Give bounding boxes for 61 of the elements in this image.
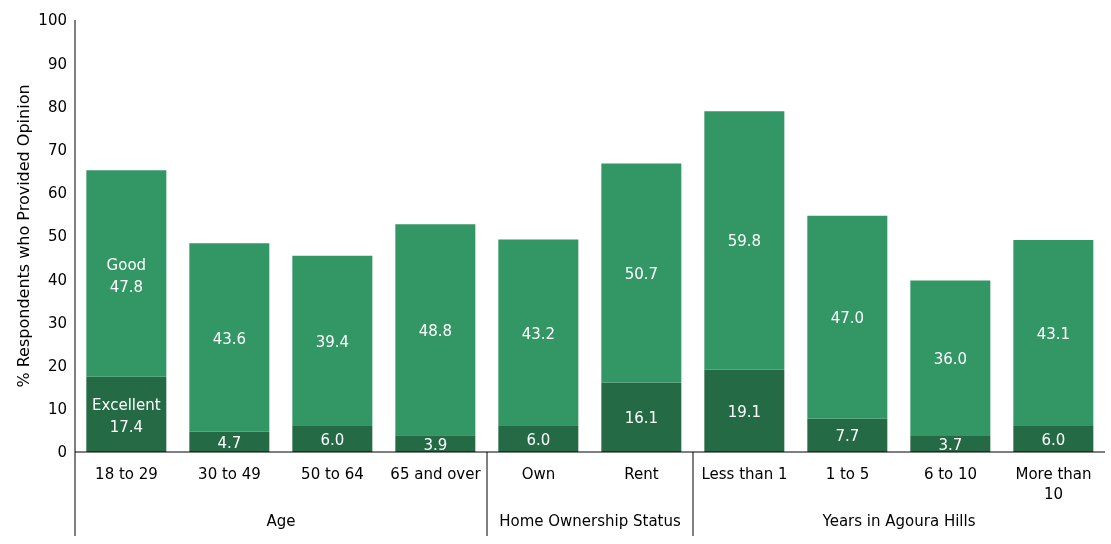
bar [189, 243, 270, 432]
bar [807, 418, 888, 452]
data-label: 47.8 [109, 277, 144, 296]
x-tick-label: More than 10 [1015, 464, 1092, 503]
bar [86, 170, 167, 377]
y-tick-label: 20 [47, 356, 67, 375]
bar [86, 376, 167, 452]
x-tick-label: 65 and over [390, 464, 482, 483]
x-tick-label: 1 to 5 [825, 464, 870, 483]
bar [910, 280, 991, 437]
y-tick-label: 30 [47, 313, 67, 332]
data-label: 19.1 [727, 402, 762, 421]
data-label: 3.7 [938, 436, 963, 455]
data-label: 59.8 [727, 232, 762, 251]
y-tick-label: 40 [47, 270, 67, 289]
bar [395, 224, 476, 436]
x-tick-label: Own [521, 464, 556, 483]
x-tick-label: Rent [624, 464, 659, 483]
x-tick-label: 30 to 49 [198, 464, 261, 483]
x-tick-label: 50 to 64 [301, 464, 364, 483]
y-tick-label: 0 [57, 443, 67, 462]
bar [601, 163, 682, 383]
data-label: 39.4 [315, 332, 350, 351]
x-tick-label: 18 to 29 [95, 464, 158, 483]
data-label: 16.1 [624, 409, 659, 428]
data-label: 7.7 [835, 427, 860, 446]
series-label: Excellent [92, 396, 161, 415]
x-tick-label: 6 to 10 [923, 464, 978, 483]
data-label: 6.0 [526, 431, 551, 450]
y-tick-label: 10 [47, 400, 67, 419]
y-tick-label: 70 [47, 140, 67, 159]
bar [807, 215, 888, 419]
y-tick-label: 100 [38, 11, 67, 30]
y-tick-label: 60 [47, 184, 67, 203]
series-label: Good [106, 255, 147, 274]
bar [704, 369, 785, 452]
data-label: 50.7 [624, 264, 659, 283]
data-label: 4.7 [217, 433, 242, 452]
data-label: 43.6 [212, 329, 247, 348]
data-label: 6.0 [1041, 431, 1066, 450]
data-label: 43.2 [521, 324, 556, 343]
bar [498, 239, 579, 427]
bar [292, 255, 373, 427]
x-tick-label: Less than 1 [701, 464, 788, 483]
y-tick-label: 50 [47, 227, 67, 246]
data-label: 47.0 [830, 309, 865, 328]
data-label: 43.1 [1036, 324, 1071, 343]
y-tick-label: 90 [47, 54, 67, 73]
data-label: 6.0 [320, 431, 345, 450]
bar [704, 111, 785, 370]
y-tick-label: 80 [47, 97, 67, 116]
bar [1013, 239, 1094, 427]
data-label: 3.9 [423, 435, 448, 454]
data-label: 17.4 [109, 418, 144, 437]
bar [601, 382, 682, 452]
text: Age [266, 512, 296, 530]
y-axis-title: % Respondents who Provided Opinion [13, 84, 33, 388]
text: Home Ownership Status [499, 512, 681, 530]
data-label: 48.8 [418, 321, 453, 340]
text: Years in Agoura Hills [821, 512, 976, 530]
data-label: 36.0 [933, 350, 968, 369]
